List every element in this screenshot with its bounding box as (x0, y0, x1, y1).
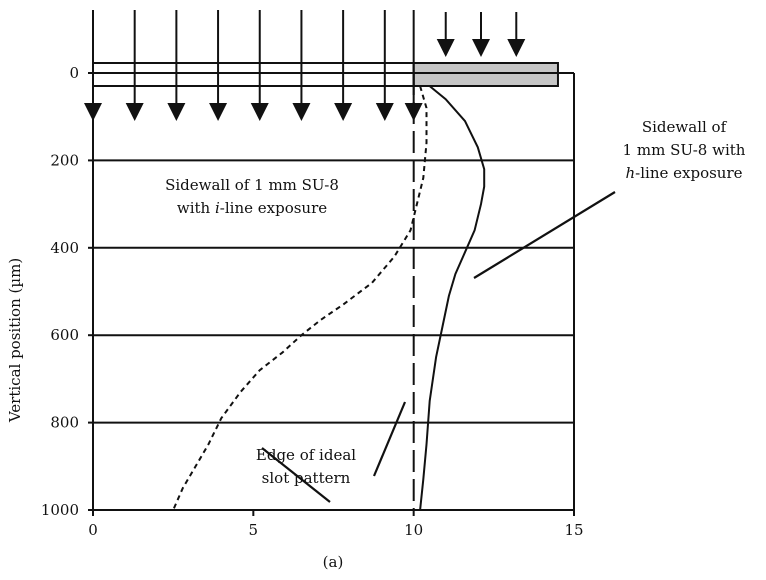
x-tick-label: 15 (564, 521, 583, 539)
annotation-line: h-line exposure (625, 164, 742, 182)
arrows-layer (84, 10, 526, 121)
grid-layer (93, 159, 574, 424)
annotation-line: 1 mm SU-8 with (623, 141, 746, 159)
x-tick-label: 5 (249, 521, 259, 539)
mask-bar (92, 62, 415, 87)
annotations: Sidewall of 1 mm SU-8 with i-line exposur… (165, 118, 746, 487)
leader-i-line (261, 447, 331, 503)
series-dashed (172, 85, 428, 511)
ticks-layer: 0 200 400 600 800 1000 0 5 10 15 (41, 64, 584, 539)
leader-edge (372, 401, 407, 477)
y-tick-label: 600 (50, 326, 79, 344)
y-tick-label: 1000 (41, 501, 79, 519)
annotation-line: Edge of ideal (256, 446, 356, 464)
annotation-line: Sidewall of 1 mm SU-8 (165, 176, 339, 194)
y-tick-label: 0 (69, 64, 79, 82)
annotation-h-line: Sidewall of 1 mm SU-8 with h-line exposure (623, 118, 746, 182)
annotation-leaders (261, 191, 616, 503)
leader-h-line (473, 191, 616, 279)
annotation-line: with i-line exposure (177, 199, 327, 217)
absorber-bar (412, 62, 559, 87)
x-tick-label: 0 (88, 521, 98, 539)
annotation-line: slot pattern (262, 469, 351, 487)
y-axis-label: Vertical position (µm) (6, 258, 24, 423)
y-tick-label: 400 (50, 239, 79, 257)
figure-caption: (a) (323, 553, 344, 571)
axes-layer (92, 72, 575, 511)
x-tick-label: 10 (404, 521, 423, 539)
series-layer (172, 73, 486, 511)
series-solid (419, 85, 486, 511)
annotation-slot-edge: Edge of ideal slot pattern (256, 446, 356, 487)
bars-layer (92, 62, 559, 87)
annotation-line: Sidewall of (642, 118, 728, 136)
y-tick-label: 200 (50, 151, 79, 169)
y-tick-label: 800 (50, 414, 79, 432)
annotation-i-line: Sidewall of 1 mm SU-8 with i-line exposur… (165, 176, 339, 217)
